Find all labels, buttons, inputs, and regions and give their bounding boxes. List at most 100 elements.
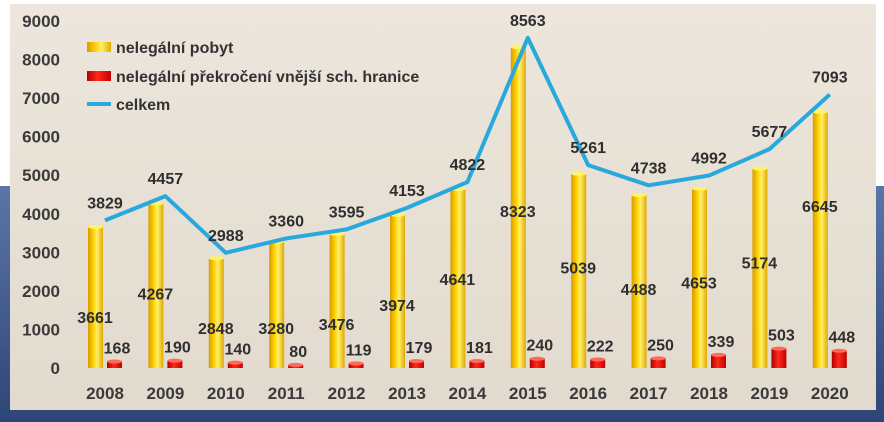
bar-hranice-cap [831, 348, 847, 353]
bar-pobyt-cap [88, 224, 103, 229]
data-label-hranice: 339 [708, 334, 735, 351]
bar-pobyt [812, 111, 828, 368]
x-tick-label: 2012 [328, 384, 366, 403]
bar-hranice-cap [650, 356, 666, 361]
data-label-hranice: 80 [289, 344, 307, 361]
x-tick-label: 2017 [630, 384, 668, 403]
legend-swatch-hranice [87, 71, 111, 81]
y-tick-label: 4000 [22, 205, 60, 224]
bar-hranice [650, 358, 666, 368]
bar-pobyt [631, 194, 647, 368]
x-tick-label: 2011 [268, 384, 305, 403]
x-tick-label: 2018 [690, 384, 728, 403]
legend-label-hranice: nelegální překročení vnější sch. hranice [116, 69, 419, 86]
bar-pobyt [752, 168, 768, 368]
y-axis: 0 1000 2000 3000 4000 5000 6000 7000 8000 9000 [22, 12, 60, 378]
data-label-pobyt: 5039 [560, 261, 596, 278]
bar-hranice [590, 359, 606, 368]
y-tick-label: 1000 [22, 320, 60, 339]
data-label-hranice: 168 [104, 341, 131, 358]
data-label-pobyt: 4653 [681, 276, 717, 293]
data-label-celkem: 4992 [691, 151, 727, 168]
data-label-pobyt: 5174 [742, 256, 778, 273]
y-tick-label: 6000 [22, 128, 60, 147]
data-label-celkem: 5261 [570, 140, 606, 157]
bar-hranice [711, 354, 726, 368]
y-tick-label: 5000 [22, 166, 60, 185]
bar-pobyt-cap [692, 186, 707, 191]
line-series [104, 35, 832, 255]
data-label-hranice: 140 [224, 342, 251, 359]
data-label-pobyt: 2848 [198, 321, 234, 338]
x-tick-label: 2019 [750, 384, 788, 403]
data-label-pobyt: 3476 [319, 317, 355, 334]
legend: nelegální pobyt nelegální překročení vně… [87, 40, 419, 114]
data-label-hranice: 222 [587, 338, 614, 355]
bar-hranice-cap [167, 358, 183, 363]
data-label-celkem: 4738 [631, 160, 667, 177]
legend-swatch-pobyt [87, 42, 111, 52]
data-label-celkem: 2988 [208, 228, 244, 245]
x-tick-label: 2008 [86, 384, 124, 403]
bar-hranice [831, 350, 847, 368]
bar-hranice-cap [348, 361, 364, 366]
bar-pobyt [390, 214, 405, 368]
legend-label-celkem: celkem [116, 97, 170, 114]
data-label-hranice: 119 [346, 342, 372, 359]
data-label-pobyt: 3974 [379, 298, 415, 315]
data-label-hranice: 181 [466, 340, 493, 357]
y-tick-label: 7000 [22, 89, 60, 108]
bar-pobyt [88, 226, 103, 368]
x-tick-label: 2009 [146, 384, 184, 403]
bar-hranice-cap [711, 352, 726, 357]
data-labels: 3829 4457 2988 3360 3595 4153 4822 8563 5261 4738… [77, 13, 855, 361]
data-label-celkem: 4153 [389, 183, 425, 200]
y-tick-label: 3000 [22, 243, 60, 262]
data-label-hranice: 190 [164, 340, 191, 357]
bar-hranice [469, 361, 485, 368]
data-label-hranice: 448 [828, 330, 855, 347]
bar-hranice-cap [590, 357, 606, 362]
bar-hranice-cap [771, 346, 787, 351]
data-label-pobyt: 4641 [440, 272, 476, 289]
bar-hranice-cap [288, 362, 304, 367]
bar-pobyt [510, 47, 526, 368]
data-label-celkem: 4457 [148, 171, 184, 188]
bar-hranice [107, 361, 122, 368]
bar-hranice-cap [227, 360, 243, 365]
bar-pobyt [329, 233, 345, 368]
data-label-celkem: 3595 [329, 204, 365, 221]
bar-pobyt-cap [812, 109, 828, 114]
x-tick-label: 2016 [569, 384, 607, 403]
data-label-pobyt: 8323 [500, 204, 536, 221]
x-tick-label: 2010 [207, 384, 245, 403]
bar-pobyt [450, 189, 466, 368]
bar-hranice [771, 348, 787, 368]
y-tick-label: 9000 [22, 12, 60, 31]
data-label-celkem: 3829 [87, 195, 123, 212]
bar-pobyt-cap [631, 192, 647, 197]
data-label-pobyt: 4267 [138, 286, 174, 303]
bar-pobyt [148, 203, 164, 368]
x-tick-label: 2020 [811, 384, 849, 403]
bars [88, 45, 847, 368]
bar-pobyt-cap [208, 256, 224, 261]
data-label-pobyt: 3280 [258, 321, 294, 338]
bar-hranice-cap [107, 359, 122, 364]
bar-hranice-cap [409, 359, 424, 364]
bar-hranice [227, 362, 243, 368]
bar-pobyt [692, 188, 707, 368]
bar-hranice [167, 360, 183, 368]
bar-hranice-cap [529, 356, 545, 361]
bar-pobyt-cap [571, 171, 587, 176]
x-tick-label: 2015 [509, 384, 547, 403]
data-label-celkem: 7093 [812, 70, 848, 87]
bar-pobyt [571, 173, 587, 368]
x-axis: 2008 2009 2010 2011 2012 2013 2014 2015 2016 2017… [86, 384, 849, 403]
bar-hranice [348, 363, 364, 368]
y-tick-label: 2000 [22, 282, 60, 301]
data-label-hranice: 250 [647, 337, 674, 354]
data-label-hranice: 503 [768, 328, 795, 345]
